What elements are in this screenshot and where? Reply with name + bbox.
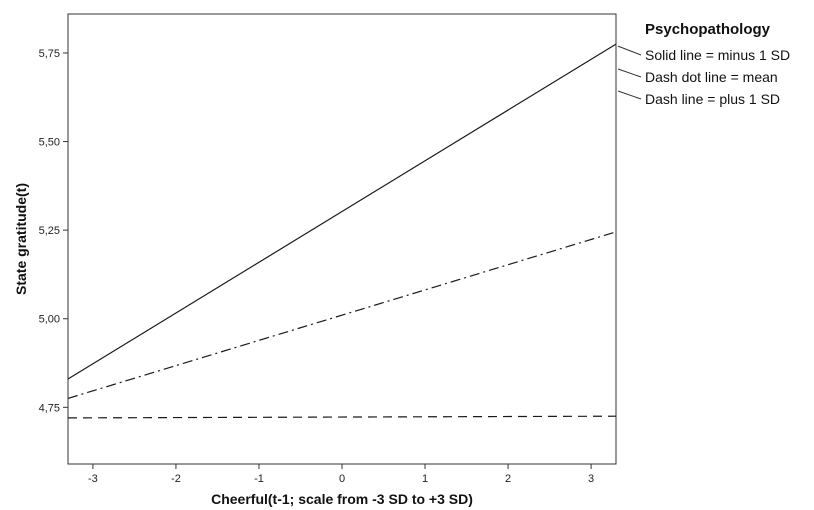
x-tick-label: -3 <box>88 473 98 485</box>
legend-connector <box>617 45 642 56</box>
legend: Psychopathology Solid line = minus 1 SD Da… <box>617 21 790 107</box>
series-layer <box>67 43 617 419</box>
plot-area-frame <box>67 13 617 465</box>
y-tick-label: 5,75 <box>39 48 60 60</box>
x-tick-label: 1 <box>422 473 428 485</box>
x-tick-label: -1 <box>254 473 264 485</box>
legend-connector <box>617 68 642 78</box>
y-tick-label: 4,75 <box>39 402 60 414</box>
legend-title: Psychopathology <box>645 21 771 38</box>
legend-entry: Solid line = minus 1 SD <box>645 47 790 63</box>
x-tick-label: 3 <box>588 473 594 485</box>
series-line-solid <box>67 43 617 380</box>
series-line-dashdot <box>67 231 617 399</box>
x-axis-title: Cheerful(t-1; scale from -3 SD to +3 SD) <box>211 491 473 507</box>
x-tick-label: 0 <box>339 473 345 485</box>
legend-connector <box>617 90 642 100</box>
y-axis-title: State gratitude(t) <box>13 183 29 295</box>
x-tick-label: -2 <box>171 473 181 485</box>
y-tick-label: 5,25 <box>39 225 60 237</box>
y-tick-label: 5,00 <box>39 314 60 326</box>
y-tick-label: 5,50 <box>39 137 60 149</box>
series-line-dash <box>67 415 617 419</box>
x-tick-label: 2 <box>505 473 511 485</box>
legend-entry: Dash dot line = mean <box>645 69 778 85</box>
x-axis: -3 -2 -1 0 1 2 3 <box>88 464 594 485</box>
y-axis: 4,75 5,00 5,25 5,50 5,75 <box>39 48 68 414</box>
legend-entry: Dash line = plus 1 SD <box>645 91 780 107</box>
